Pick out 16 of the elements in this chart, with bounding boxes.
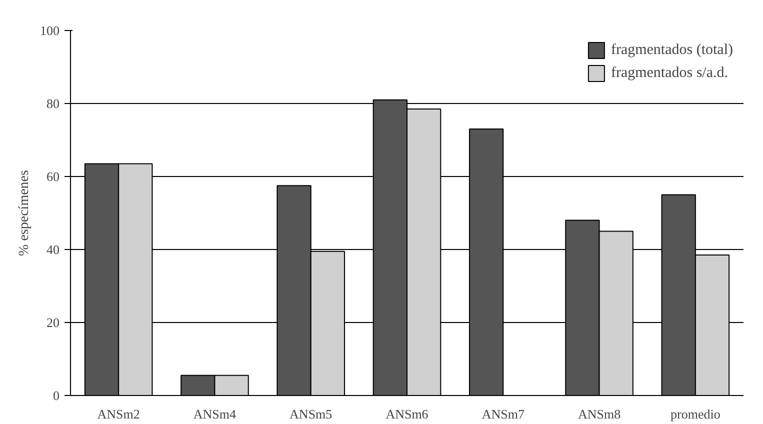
legend-label: fragmentados (total) [610, 42, 733, 58]
x-tick-label: ANSm8 [578, 406, 621, 422]
y-tick-label: 0 [53, 388, 60, 403]
y-tick-label: 100 [40, 23, 60, 38]
y-axis-title: % especímenes [17, 170, 32, 256]
y-tick-label: 80 [46, 96, 60, 111]
x-tick-label: ANSm5 [290, 406, 332, 422]
x-tick-label: ANSm6 [386, 406, 429, 422]
legend-label: fragmentados s/a.d. [610, 64, 728, 82]
x-tick-label: promedio [670, 406, 720, 422]
y-tick-label: 40 [46, 242, 60, 257]
x-tick-label: ANSm4 [193, 406, 237, 422]
y-tick-label: 20 [46, 315, 60, 330]
x-tick-label: ANSm7 [482, 406, 525, 422]
y-tick-label: 60 [46, 169, 60, 184]
x-tick-label: ANSm2 [97, 406, 140, 422]
